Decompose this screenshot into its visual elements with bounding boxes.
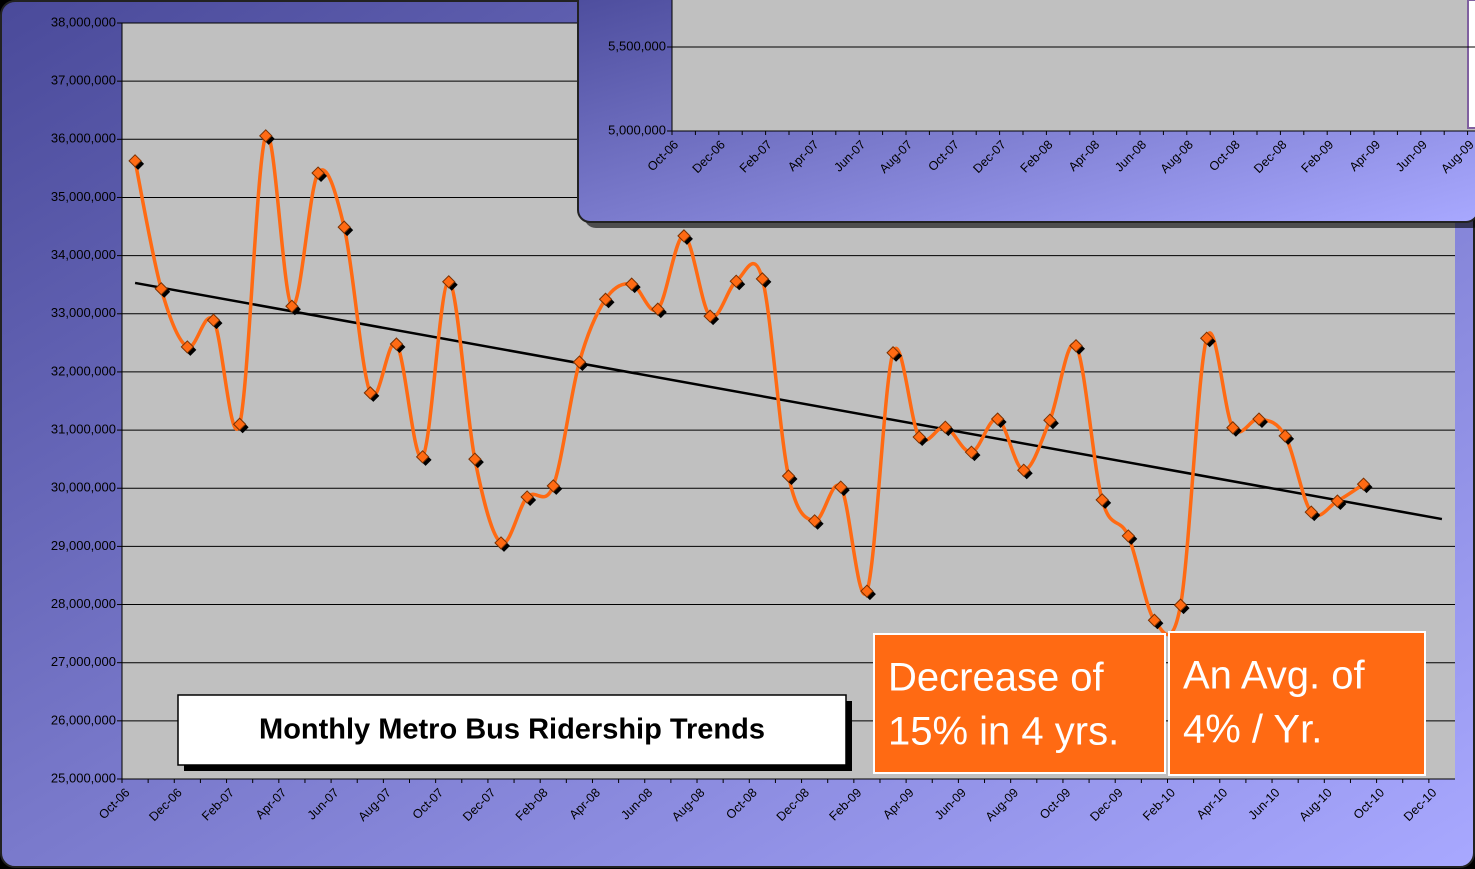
y-tick-label: 36,000,000 — [51, 131, 116, 146]
marker — [1330, 494, 1345, 508]
marker — [154, 282, 168, 296]
trendline — [134, 281, 1443, 521]
y-tick-label: 29,000,000 — [51, 538, 116, 553]
title-box — [177, 694, 847, 766]
marker — [886, 346, 900, 360]
marker — [285, 299, 299, 313]
marker — [1017, 463, 1031, 477]
annotation-box — [873, 633, 1166, 774]
marker — [363, 386, 378, 400]
marker — [494, 536, 508, 550]
y-tick-label: 26,000,000 — [51, 712, 116, 727]
y-tick-label: 33,000,000 — [51, 305, 116, 320]
inset-plot-area — [672, 0, 1475, 131]
marker — [468, 452, 482, 466]
marker — [128, 154, 142, 168]
annotation-text: 4% / Yr. — [1183, 708, 1322, 752]
marker — [520, 490, 534, 504]
marker — [703, 309, 717, 323]
marker — [1043, 413, 1057, 427]
y-tick-label: 38,000,000 — [51, 14, 116, 29]
marker — [1304, 505, 1318, 519]
marker — [1199, 331, 1214, 345]
marker — [337, 220, 351, 234]
y-tick-label: 5,500,000 — [608, 38, 666, 53]
marker — [598, 292, 613, 306]
marker — [755, 272, 770, 286]
annotation-text: An Avg. of — [1183, 654, 1366, 698]
marker — [442, 275, 456, 289]
marker — [964, 445, 979, 459]
marker — [546, 479, 560, 493]
marker — [807, 514, 822, 528]
marker — [259, 129, 273, 143]
marker — [180, 340, 195, 354]
annotation-text: Decrease of — [888, 656, 1105, 700]
marker — [1069, 339, 1083, 353]
marker — [860, 584, 874, 598]
marker — [938, 420, 953, 434]
marker — [1278, 429, 1292, 443]
chart-title: Monthly Metro Bus Ridership Trends — [259, 714, 765, 746]
marker — [677, 229, 691, 243]
annotation-text: 15% in 4 yrs. — [888, 710, 1119, 754]
marker — [311, 166, 325, 180]
annotation-box — [1168, 631, 1426, 776]
marker — [572, 355, 587, 369]
y-tick-label: 31,000,000 — [51, 422, 116, 437]
y-tick-label: 30,000,000 — [51, 480, 116, 495]
y-tick-label: 37,000,000 — [51, 73, 116, 88]
marker — [624, 277, 639, 291]
y-tick-label: 25,000,000 — [51, 770, 116, 785]
marker — [232, 417, 247, 431]
marker — [912, 430, 926, 444]
marker — [651, 302, 665, 316]
marker — [1226, 421, 1240, 435]
marker — [1356, 477, 1371, 491]
marker — [781, 469, 796, 483]
marker — [1252, 412, 1266, 426]
y-tick-label: 5,000,000 — [608, 122, 666, 137]
y-tick-label: 35,000,000 — [51, 189, 116, 204]
marker — [834, 480, 848, 494]
marker — [1147, 613, 1162, 627]
annotations: Monthly Metro Bus Ridership Trends Decre… — [177, 631, 1426, 776]
marker — [729, 274, 743, 288]
y-tick-label: 27,000,000 — [51, 654, 116, 669]
marker — [1173, 598, 1188, 612]
marker — [415, 450, 430, 464]
marker — [990, 412, 1005, 426]
marker — [389, 337, 404, 351]
marker — [1121, 529, 1135, 543]
marker — [206, 313, 221, 327]
y-tick-label: 32,000,000 — [51, 363, 116, 378]
marker — [1095, 493, 1109, 507]
y-tick-label: 34,000,000 — [51, 247, 116, 262]
y-tick-label: 28,000,000 — [51, 596, 116, 611]
inset-legend — [1467, 0, 1475, 129]
